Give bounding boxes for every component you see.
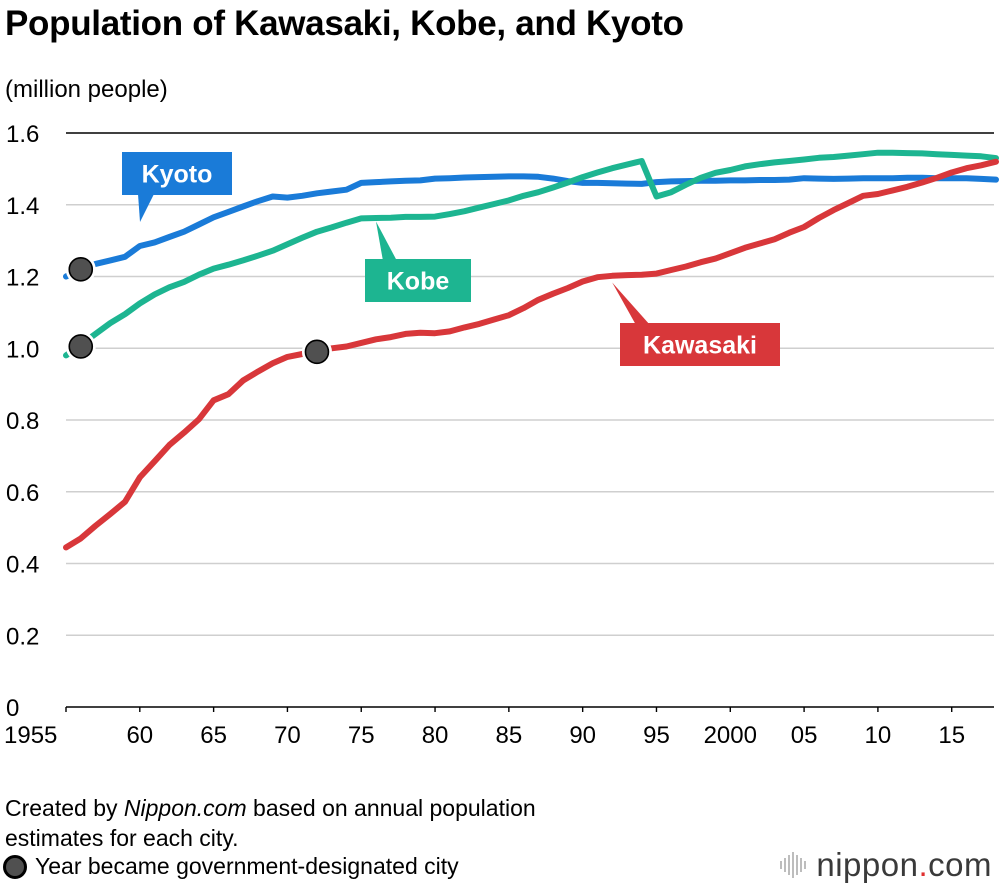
legend-label: Year became government-designated city — [35, 853, 459, 879]
line-chart: 0 0.2 0.4 0.6 0.8 1.0 1.2 1.4 1.6 1955 60 65 70 75 80… — [4, 121, 999, 749]
callout-box-kobe — [365, 259, 471, 302]
brand-suffix: com — [928, 846, 992, 883]
series-line-kawasaki — [63, 158, 999, 551]
x-tick-label: 1955 — [4, 722, 57, 749]
series-label-kawasaki: Kawasaki — [643, 332, 757, 360]
callout-pointer-kobe — [376, 221, 397, 261]
x-tick-label: 60 — [126, 722, 153, 749]
y-axis-unit-label: (million people) — [5, 76, 168, 103]
source-text-1: Created by — [5, 795, 124, 821]
x-tick-label: 10 — [865, 722, 892, 749]
source-brand: Nippon.com — [123, 795, 247, 821]
x-tick-label: 70 — [274, 722, 301, 749]
x-tick-label: 05 — [791, 722, 818, 749]
x-tick-label: 90 — [569, 722, 596, 749]
y-tick-label: 0.4 — [6, 552, 39, 579]
series-line-kyoto — [63, 173, 999, 280]
brand-dot: . — [918, 846, 929, 883]
callout-box-kyoto — [122, 152, 232, 195]
source-text-3: estimates for each city. — [5, 825, 239, 851]
x-tick-label: 15 — [938, 722, 965, 749]
x-tick-label: 95 — [643, 722, 670, 749]
series-callouts: Kyoto Kobe Kawasaki — [122, 152, 780, 366]
chart-title: Population of Kawasaki, Kobe, and Kyoto — [5, 4, 684, 43]
brand-name: nippon — [816, 846, 919, 883]
source-text-2: based on annual population — [246, 795, 536, 821]
x-tick-label: 65 — [200, 722, 227, 749]
y-tick-label: 0 — [6, 695, 19, 722]
designation-marker-ring-kyoto — [68, 257, 94, 282]
series-label-kobe: Kobe — [387, 268, 450, 296]
designation-marker-kyoto — [65, 254, 96, 285]
y-tick-label: 1.2 — [6, 265, 39, 292]
designation-marker-ring-kobe — [68, 334, 94, 359]
y-tick-label: 0.8 — [6, 408, 39, 435]
designation-dot-icon — [3, 854, 27, 879]
y-tick-label: 1.4 — [6, 193, 39, 220]
legend: Year became government-designated city — [3, 853, 459, 880]
y-tick-label: 1.6 — [6, 121, 39, 148]
y-tick-label: 0.2 — [6, 623, 39, 650]
designation-marker-ring-kawasaki — [304, 339, 330, 365]
y-axis-tick-labels: 0 0.2 0.4 0.6 0.8 1.0 1.2 1.4 1.6 — [6, 121, 39, 722]
x-tick-label: 75 — [348, 722, 375, 749]
series-lines — [63, 149, 999, 551]
designation-markers — [65, 254, 332, 367]
y-tick-label: 1.0 — [6, 336, 39, 363]
sound-wave-icon — [780, 852, 808, 878]
designation-marker-kawasaki — [301, 336, 332, 367]
callout-box-kawasaki — [620, 323, 780, 366]
y-tick-label: 0.6 — [6, 480, 39, 507]
x-tick-label: 85 — [496, 722, 523, 749]
brand-logo: nippon. com — [780, 846, 992, 884]
callout-pointer-kawasaki — [612, 282, 650, 325]
series-line-kobe — [63, 149, 999, 359]
x-tick-label: 80 — [422, 722, 449, 749]
designation-marker-kobe — [65, 331, 96, 362]
callout-pointer-kyoto — [138, 194, 154, 222]
series-label-kyoto: Kyoto — [142, 161, 213, 189]
source-note: Created by Nippon.com based on annual po… — [5, 793, 536, 853]
x-tick-label: 2000 — [704, 722, 757, 749]
x-axis-tick-labels: 1955 60 65 70 75 80 85 90 95 2000 05 10 15 — [4, 707, 965, 749]
